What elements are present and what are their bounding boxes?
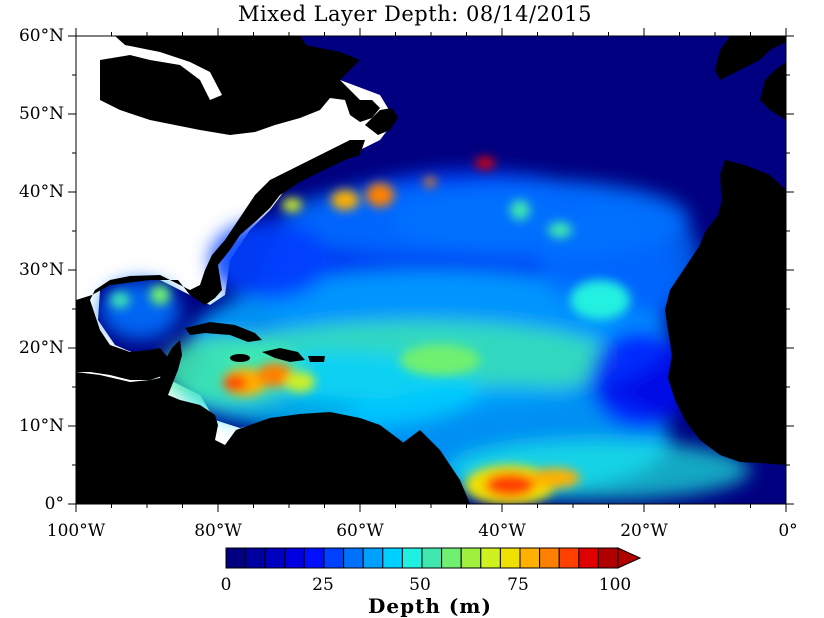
colorbar-cell: [245, 547, 266, 569]
colorbar-cell: [303, 547, 325, 569]
lon-label-40w: 40°W: [478, 521, 526, 541]
colorbar-cell: [558, 547, 580, 569]
colorbar-tick-75: 75: [507, 575, 529, 595]
colorbar-cell: [343, 547, 364, 569]
lat-label-60n: 60°N: [18, 26, 64, 46]
colorbar-cell: [441, 547, 462, 569]
colorbar-cell: [597, 547, 619, 569]
lat-label-50n: 50°N: [18, 104, 64, 124]
depth-hotspots: [110, 157, 630, 504]
land-caribbean-islands: [185, 322, 325, 362]
colorbar-overflow-arrow: [617, 547, 642, 569]
colorbar-cell: [539, 547, 560, 569]
colorbar-tick-50: 50: [409, 575, 431, 595]
land-newfoundland: [365, 108, 398, 135]
land-greenland-edge: [250, 36, 310, 55]
lon-label-60w: 60°W: [336, 521, 384, 541]
colorbar-cell: [460, 547, 482, 569]
colorbar-cells: [225, 547, 642, 569]
colorbar-tick-25: 25: [312, 575, 334, 595]
lon-label-20w: 20°W: [620, 521, 668, 541]
land-africa-europe: [665, 160, 786, 465]
lon-label-100w: 100°W: [46, 521, 106, 541]
land-central-america: [76, 340, 470, 504]
lon-label-80w: 80°W: [194, 521, 242, 541]
colorbar-cell: [578, 547, 599, 569]
lat-label-10n: 10°N: [18, 416, 64, 436]
map-plot-area: [76, 36, 786, 504]
colorbar-tick-100: 100: [598, 575, 632, 595]
colorbar-cell: [264, 547, 286, 569]
colorbar-cell: [480, 547, 501, 569]
lat-label-30n: 30°N: [18, 260, 64, 280]
colorbar-tick-0: 0: [220, 575, 232, 595]
lat-label-0: 0°: [44, 494, 64, 514]
colorbar-cell: [382, 547, 403, 569]
land-iberia: [715, 36, 786, 120]
colorbar-cell: [519, 547, 541, 569]
colorbar-cell: [323, 547, 345, 569]
colorbar-title: Depth (m): [368, 594, 492, 618]
lon-label-0: 0°: [778, 521, 798, 541]
axis-ticks: [68, 28, 794, 512]
land-north-america: [76, 36, 380, 380]
colorbar-cell: [401, 547, 423, 569]
colorbar-cell: [225, 547, 247, 569]
lat-label-20n: 20°N: [18, 338, 64, 358]
map-title: Mixed Layer Depth: 08/14/2015: [237, 2, 593, 26]
colorbar-cell: [284, 547, 305, 569]
lat-label-40n: 40°N: [18, 182, 64, 202]
land-south-america: [380, 430, 470, 504]
colorbar-cell: [421, 547, 443, 569]
colorbar-cell: [499, 547, 521, 569]
colorbar-cell: [362, 547, 384, 569]
